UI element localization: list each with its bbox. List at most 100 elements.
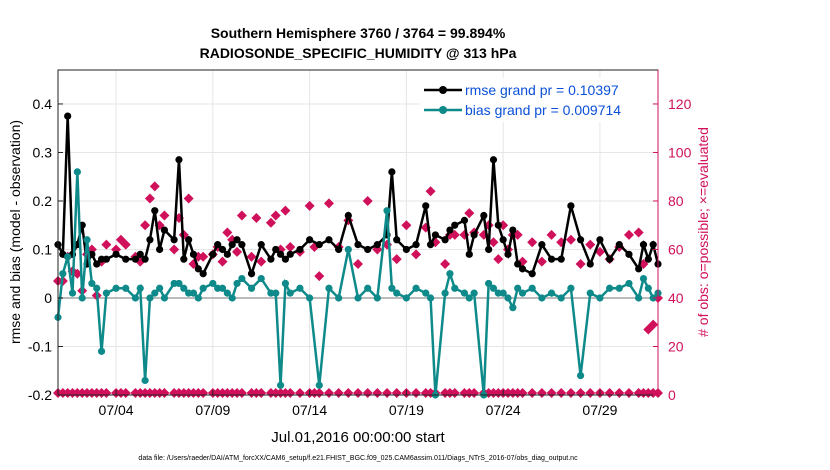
obs-count-marker — [527, 237, 538, 248]
obs-count-marker — [120, 239, 131, 250]
series-point-rmse — [156, 245, 164, 254]
series-point-rmse — [306, 236, 314, 244]
series-point-rmse — [431, 231, 440, 239]
series-point-rmse — [615, 241, 623, 249]
obs-count-marker — [648, 319, 659, 330]
x-tick-label: 07/04 — [99, 402, 134, 418]
series-point-rmse — [576, 236, 585, 244]
obs-count-marker — [633, 227, 644, 238]
obs-count-marker — [270, 210, 281, 221]
series-point-bias — [247, 284, 256, 292]
series-point-rmse — [344, 211, 352, 220]
series-point-bias — [538, 294, 546, 302]
series-point-rmse — [451, 221, 459, 229]
series-point-rmse — [325, 236, 333, 244]
y-tick-label-right: 60 — [668, 241, 684, 257]
series-point-rmse — [185, 236, 193, 244]
series-point-bias — [180, 284, 188, 292]
y-tick-label-right: 40 — [668, 290, 684, 306]
series-point-rmse — [441, 236, 449, 244]
series-point-rmse — [141, 255, 149, 263]
series-point-rmse — [494, 221, 502, 229]
series-point-rmse — [180, 255, 188, 263]
series-point-bias — [393, 289, 401, 297]
series-point-rmse — [223, 250, 231, 258]
series-point-bias — [344, 245, 352, 254]
series-point-rmse — [393, 236, 401, 244]
series-point-rmse — [586, 260, 594, 268]
x-tick-label: 07/19 — [389, 402, 424, 418]
series-point-bias — [596, 294, 604, 302]
series-point-rmse — [547, 255, 556, 263]
series-point-bias — [451, 284, 459, 292]
series-point-bias — [68, 289, 77, 297]
series-point-rmse — [131, 255, 140, 263]
series-point-bias — [131, 294, 140, 302]
series-point-bias — [286, 289, 294, 297]
series-point-bias — [576, 371, 585, 380]
series-point-bias — [606, 284, 614, 292]
series-point-bias — [325, 284, 333, 292]
series-point-rmse — [102, 255, 110, 263]
y-tick-label-left: 0 — [44, 290, 52, 306]
series-point-bias — [146, 294, 154, 302]
obs-count-marker — [265, 217, 276, 228]
series-point-rmse — [606, 255, 614, 263]
series-point-rmse — [175, 156, 183, 164]
series-point-bias — [412, 284, 420, 292]
series-point-rmse — [596, 236, 604, 244]
obs-count-marker — [304, 200, 315, 211]
y-axis-label-left: rmse and bias (model - observation) — [7, 120, 23, 344]
series-point-rmse — [335, 245, 343, 254]
series-point-bias — [460, 289, 469, 297]
series-point-bias — [175, 279, 183, 288]
x-axis-label: Jul.01,2016 00:00:00 start — [271, 429, 445, 446]
series-point-rmse — [315, 241, 323, 249]
series-point-bias — [160, 294, 169, 302]
obs-count-marker — [623, 229, 634, 240]
series-point-rmse — [465, 250, 473, 258]
x-tick-label: 07/29 — [582, 402, 617, 418]
series-point-rmse — [160, 226, 169, 234]
series-point-bias — [499, 289, 507, 297]
series-point-bias — [383, 207, 391, 215]
series-point-bias — [93, 284, 101, 292]
series-point-bias — [136, 284, 144, 292]
obs-count-marker — [585, 239, 596, 250]
series-point-rmse — [281, 255, 290, 263]
series-point-rmse — [247, 270, 256, 278]
series-point-bias — [567, 284, 575, 292]
series-point-bias — [373, 294, 381, 302]
obs-count-marker — [198, 251, 209, 262]
series-point-bias — [354, 294, 362, 302]
series-point-rmse — [480, 211, 488, 220]
obs-count-marker — [391, 254, 402, 265]
series-point-bias — [335, 294, 343, 302]
series-point-bias — [156, 284, 164, 292]
series-point-bias — [644, 284, 652, 292]
series-point-bias — [88, 279, 96, 288]
obs-count-marker — [183, 193, 194, 204]
series-point-bias — [281, 279, 290, 288]
series-point-bias — [64, 253, 72, 261]
series-point-bias — [59, 270, 67, 278]
obs-count-marker — [222, 227, 233, 238]
legend-rmse-label: rmse grand pr = 0.10397 — [465, 82, 619, 98]
chart-title: Southern Hemisphere 3760 / 3764 = 99.894… — [211, 25, 506, 41]
series-point-rmse — [64, 112, 72, 120]
series-point-rmse — [122, 255, 130, 263]
series-point-bias — [141, 376, 149, 385]
series-point-bias — [189, 289, 198, 297]
obs-count-marker — [159, 210, 170, 221]
obs-count-marker — [362, 195, 373, 206]
y-tick-label-right: 80 — [668, 193, 684, 209]
obs-count-marker — [285, 242, 296, 253]
obs-count-marker — [232, 246, 243, 257]
series-point-rmse — [199, 270, 207, 278]
series-point-bias — [233, 279, 241, 288]
series-point-rmse — [388, 168, 396, 176]
obs-count-marker — [565, 234, 576, 245]
series-point-rmse — [218, 245, 227, 254]
legend-bias-marker — [439, 106, 447, 114]
y-tick-label-right: 100 — [668, 144, 692, 160]
